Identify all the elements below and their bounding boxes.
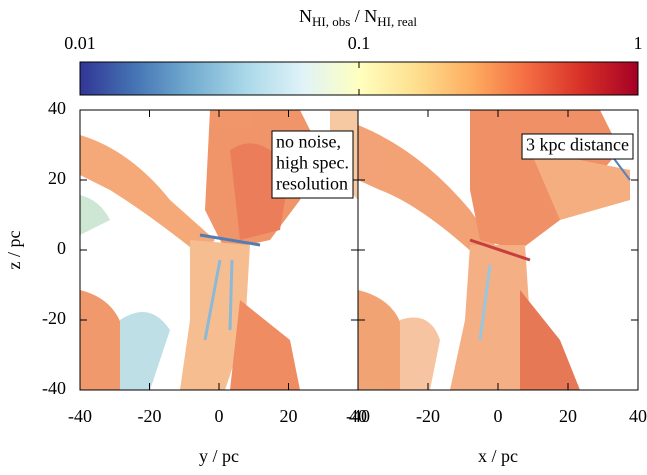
annotation-box <box>521 133 634 160</box>
x-tick-label: -40 <box>68 406 92 426</box>
colorbar-tick-label: 1 <box>634 33 643 53</box>
x-axis-label: x / pc <box>478 446 518 466</box>
x-tick-label: 0 <box>494 406 503 426</box>
x-tick-label: 20 <box>280 406 298 426</box>
x-tick-label: -20 <box>416 406 440 426</box>
colorbar-tick-label: 0.1 <box>348 33 371 53</box>
colorbar-tick-label: 0.01 <box>64 33 96 53</box>
annotation-line: resolution <box>276 174 348 194</box>
y-tick-label: 0 <box>57 238 66 258</box>
x-tick-label: 40 <box>349 406 367 426</box>
colorbar-label: NHI, obs / NHI, real <box>299 6 417 29</box>
annotation-line: high spec. <box>276 153 349 173</box>
x-tick-label: 0 <box>215 406 224 426</box>
x-tick-label: 20 <box>559 406 577 426</box>
x-tick-label: -40 <box>346 406 370 426</box>
map-left <box>80 110 358 390</box>
x-tick-label: 40 <box>629 406 647 426</box>
annotation: no noise,high spec.resolution <box>271 130 354 199</box>
annotation-line: no noise, <box>276 132 341 152</box>
annotation: 3 kpc distance <box>521 133 634 160</box>
y-tick-label: 40 <box>48 98 66 118</box>
x-axis-label: y / pc <box>199 446 239 466</box>
y-tick-label: 20 <box>48 168 66 188</box>
annotation-line: 3 kpc distance <box>526 135 629 155</box>
y-axis-label: z / pc <box>4 231 24 270</box>
y-tick-label: -20 <box>42 308 66 328</box>
annotation-box <box>271 130 354 199</box>
y-tick-label: -40 <box>42 378 66 398</box>
x-tick-label: -20 <box>138 406 162 426</box>
